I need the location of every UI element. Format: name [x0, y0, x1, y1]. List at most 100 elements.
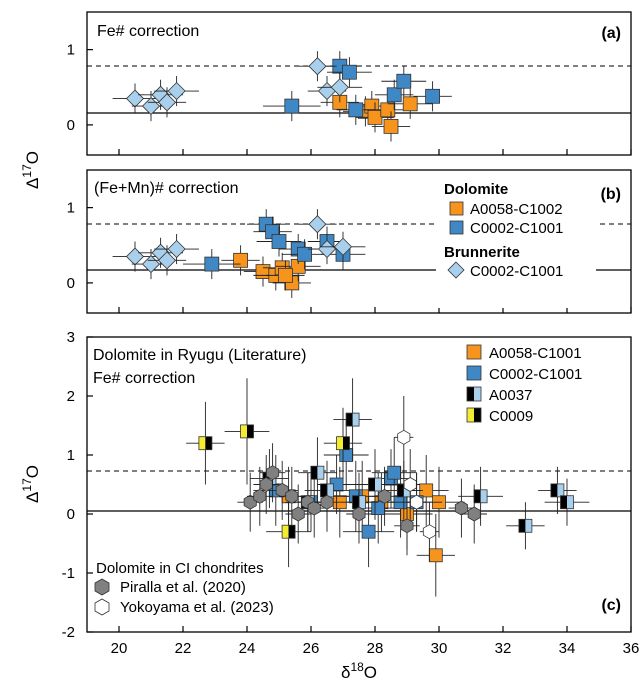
panel-c-title: Dolomite in Ryugu (Literature)	[93, 347, 306, 364]
marker-split-square	[240, 424, 254, 439]
legend-swatch-piralla	[94, 578, 110, 596]
point-a-c0002-c1001-brunnerite-4	[154, 75, 199, 107]
point-c-a0058-c1001-7	[416, 514, 455, 597]
point-b-a0058-c1002-0	[221, 245, 260, 276]
marker-hexagon	[454, 500, 468, 516]
marker-square	[339, 448, 354, 462]
marker-square	[271, 234, 287, 249]
marker-diamond	[330, 78, 349, 97]
marker-diamond	[157, 93, 177, 112]
x-tick-label: 36	[623, 640, 640, 657]
marker-square	[348, 102, 364, 118]
point-c-piralla-et-al-2020-9	[314, 472, 340, 532]
marker-diamond	[308, 215, 327, 234]
legend-swatch-c0009	[466, 407, 482, 423]
panel-b-frame	[86, 169, 632, 314]
point-a-c0002-c1001-dolomite-6	[413, 81, 452, 112]
marker-hexagon	[410, 494, 424, 510]
y-tick-label: -2	[62, 624, 75, 641]
legend-swatch-yokoyama	[94, 598, 110, 616]
y-tick-label: 0	[67, 117, 75, 134]
y-tick-label: 2	[67, 388, 75, 405]
legend-label-c0002-c1001-dolomite: C0002-C1001	[470, 220, 563, 237]
marker-diamond	[141, 97, 161, 116]
point-c-piralla-et-al-2020-2	[253, 455, 279, 514]
panel-a-points	[112, 51, 452, 142]
marker-hexagon	[266, 465, 280, 481]
legend-swatch-c0002-c1001	[466, 365, 482, 381]
x-tick-label: 22	[175, 640, 192, 657]
panel-c: Dolomite in Ryugu (Literature) Fe# corre…	[62, 329, 640, 657]
point-c-a0037-11	[544, 478, 590, 526]
panel-c-x-ticks: 20 22 24 26 28 30 32 34 36	[111, 626, 640, 657]
point-c-a0037-4	[333, 378, 372, 461]
marker-split-square	[281, 524, 296, 539]
panel-c-points	[186, 378, 590, 597]
y-tick-label: 3	[67, 329, 75, 346]
legend-label-c0009: C0009	[489, 408, 533, 425]
legend-swatch-a0058-c1001	[466, 344, 482, 360]
point-c-c0009-0	[186, 401, 225, 485]
panel-b-title: (Fe+Mn)# correction	[94, 180, 239, 197]
panel-a-title: Fe# correction	[97, 23, 199, 40]
marker-square	[204, 256, 220, 272]
marker-diamond	[167, 239, 186, 259]
marker-square	[380, 102, 396, 118]
marker-hexagon	[253, 488, 267, 504]
point-c-c0009-1	[224, 378, 270, 485]
marker-hexagon	[397, 429, 411, 445]
legend-brunnerite-heading: Brunnerite	[444, 244, 520, 261]
marker-hexagon	[307, 500, 321, 516]
point-b-a0058-c1002-6	[266, 260, 305, 291]
y-tick-label: 1	[67, 200, 75, 217]
point-c-c0002-c1001-3	[343, 496, 395, 568]
point-a-c0002-c1001-brunnerite-3	[147, 87, 187, 118]
marker-hexagon	[291, 506, 305, 522]
point-c-a0037-6	[352, 449, 398, 520]
marker-square	[367, 109, 383, 125]
marker-square	[387, 465, 402, 480]
legend-label-a0037: A0037	[489, 387, 532, 404]
marker-hexagon	[403, 477, 417, 492]
point-a-c0002-c1001-brunnerite-1	[131, 91, 171, 122]
marker-split-square	[336, 436, 350, 451]
y-axis-title-bottom: Δ17O	[20, 465, 42, 503]
marker-split-square	[518, 518, 533, 533]
point-c-a0037-2	[298, 437, 337, 509]
panel-a: Fe# correction (a) 01	[67, 11, 632, 156]
legend-swatch-c0002-c1001-brunnerite	[447, 261, 465, 279]
point-c-piralla-et-al-2020-13	[448, 478, 475, 538]
panel-a-frame	[86, 11, 632, 156]
marker-diamond	[317, 239, 337, 259]
point-a-c0002-c1001-dolomite-3	[336, 94, 375, 125]
point-c-piralla-et-al-2020-0	[237, 472, 263, 532]
point-c-c0009-2	[266, 496, 311, 568]
point-b-c0002-c1001-brunnerite-4	[154, 233, 199, 265]
panel-b-y-ticks: 01	[67, 200, 632, 313]
panel-b-points	[112, 209, 366, 298]
x-tick-label: 30	[431, 640, 448, 657]
marker-hexagon	[422, 524, 436, 540]
panel-a-y-ticks: 01	[67, 42, 632, 155]
legend-ci-heading: Dolomite in CI chondrites	[96, 560, 264, 577]
marker-split-square	[368, 477, 382, 492]
marker-square	[428, 548, 443, 563]
marker-split-square	[345, 412, 360, 427]
marker-hexagon	[259, 477, 273, 492]
legend-swatch-c0002-c1001-dolomite	[449, 220, 464, 235]
marker-diamond	[167, 81, 186, 101]
marker-hexagon	[320, 494, 334, 510]
marker-split-square	[198, 436, 213, 451]
panel-b: (Fe+Mn)# correction (b) 01 Dolomite A005…	[67, 169, 632, 314]
panel-c-letter: (c)	[601, 597, 621, 614]
legend-dolomite-heading: Dolomite	[444, 181, 508, 198]
point-c-piralla-et-al-2020-3	[259, 443, 286, 503]
legend-label-piralla: Piralla et al. (2020)	[120, 579, 246, 596]
marker-square	[425, 88, 441, 104]
marker-square	[341, 64, 357, 80]
point-c-a0037-10	[538, 466, 577, 514]
marker-hexagon	[275, 482, 289, 498]
marker-split-square	[560, 495, 574, 510]
x-tick-label: 32	[495, 640, 512, 657]
point-a-c0002-c1001-dolomite-2	[327, 57, 372, 88]
